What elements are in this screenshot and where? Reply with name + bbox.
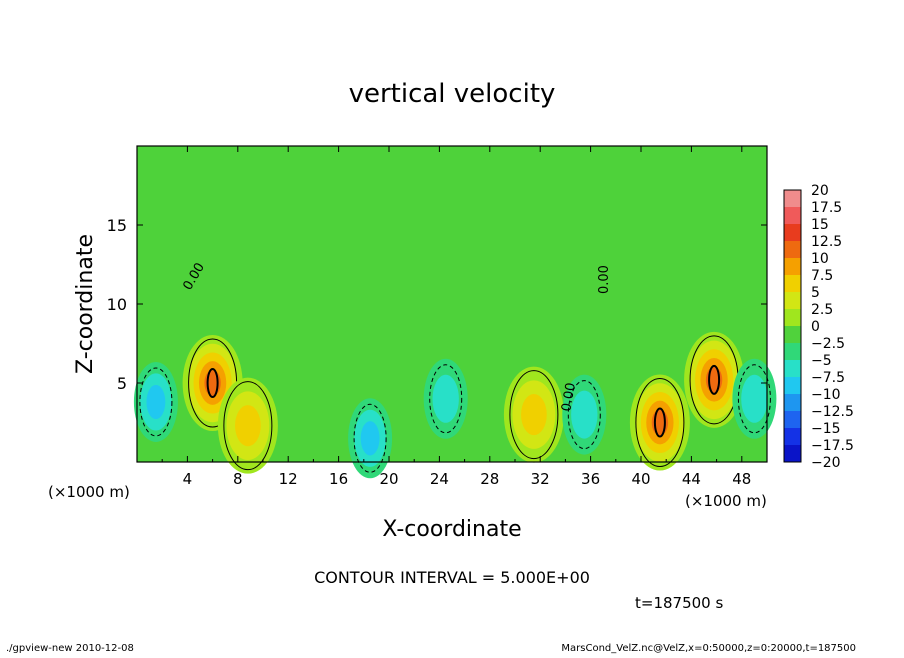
- colorbar-swatch: [784, 207, 801, 224]
- colorbar-label: −17.5: [811, 438, 854, 454]
- footer-left: ./gpview-new 2010-12-08: [6, 643, 134, 654]
- x-tick-label: 8: [233, 470, 243, 488]
- colorbar-label: −12.5: [811, 404, 854, 420]
- chart-title: vertical velocity: [349, 79, 556, 109]
- colorbar-label: 12.5: [811, 234, 842, 250]
- field-feature: [348, 398, 393, 479]
- x-unit-right: (×1000 m): [685, 492, 767, 510]
- colorbar-swatch: [784, 411, 801, 428]
- field-feature: [684, 331, 745, 428]
- colorbar-swatch: [784, 343, 801, 360]
- colorbar-swatch: [784, 377, 801, 394]
- x-tick-label: 20: [379, 470, 398, 488]
- footer-right: MarsCond_VelZ.nc@VelZ,x=0:50000,z=0:2000…: [561, 643, 856, 654]
- x-tick-label: 48: [732, 470, 751, 488]
- colorbar-frame: [783, 189, 802, 463]
- x-axis-label: X-coordinate: [382, 517, 521, 542]
- colorbar: 2017.51512.5107.552.50−2.5−5−7.5−10−12.5…: [783, 183, 854, 471]
- colorbar-swatch: [784, 258, 801, 275]
- field-feature: [562, 374, 607, 455]
- velocity-field: [133, 146, 777, 479]
- colorbar-label: 5: [811, 285, 820, 301]
- colorbar-swatch: [784, 360, 801, 377]
- y-tick-label: 10: [107, 295, 127, 314]
- field-feature: [217, 377, 278, 474]
- colorbar-label: 2.5: [811, 302, 833, 318]
- field-feature: [629, 374, 690, 471]
- colorbar-swatch: [784, 445, 801, 462]
- x-unit-left: (×1000 m): [48, 483, 130, 501]
- colorbar-label: 17.5: [811, 200, 842, 216]
- colorbar-label: −5: [811, 353, 832, 369]
- x-tick-label: 12: [279, 470, 298, 488]
- contour-label-2: 0.00: [559, 382, 579, 413]
- colorbar-label: −2.5: [811, 336, 845, 352]
- colorbar-label: −20: [811, 455, 841, 471]
- y-tick-label: 5: [117, 374, 127, 393]
- colorbar-label: 7.5: [811, 268, 833, 284]
- x-tick-label: 4: [183, 470, 193, 488]
- colorbar-label: −10: [811, 387, 841, 403]
- x-axis: 4 8 12 16 20 24 28 32 36 40 44 48: [161, 146, 751, 488]
- x-tick-label: 40: [631, 470, 650, 488]
- colorbar-label: 20: [811, 183, 829, 199]
- x-tick-label: 24: [430, 470, 449, 488]
- contour-label-3: 0.00: [597, 265, 612, 294]
- field-feature: [503, 366, 564, 463]
- colorbar-label: −7.5: [811, 370, 845, 386]
- colorbar-swatch: [784, 241, 801, 258]
- x-tick-label: 44: [682, 470, 701, 488]
- y-tick-label: 15: [107, 216, 127, 235]
- colorbar-swatch: [784, 394, 801, 411]
- x-tick-label: 32: [531, 470, 550, 488]
- field-feature: [133, 361, 178, 442]
- x-tick-label: 16: [329, 470, 348, 488]
- x-tick-label: 28: [480, 470, 499, 488]
- y-axis: 5 10 15: [107, 216, 767, 393]
- contour-interval-text: CONTOUR INTERVAL = 5.000E+00: [314, 568, 590, 587]
- colorbar-label: 15: [811, 217, 829, 233]
- colorbar-swatch: [784, 309, 801, 326]
- y-axis-label: Z-coordinate: [73, 234, 98, 374]
- field-feature: [732, 358, 777, 439]
- time-text: t=187500 s: [635, 594, 723, 612]
- colorbar-swatch: [784, 428, 801, 445]
- colorbar-label: −15: [811, 421, 841, 437]
- colorbar-label: 0: [811, 319, 820, 335]
- colorbar-swatch: [784, 190, 801, 207]
- colorbar-swatch: [784, 275, 801, 292]
- colorbar-swatch: [784, 224, 801, 241]
- colorbar-swatch: [784, 326, 801, 343]
- colorbar-label: 10: [811, 251, 829, 267]
- x-tick-label: 36: [581, 470, 600, 488]
- field-feature: [423, 358, 468, 439]
- colorbar-swatch: [784, 292, 801, 309]
